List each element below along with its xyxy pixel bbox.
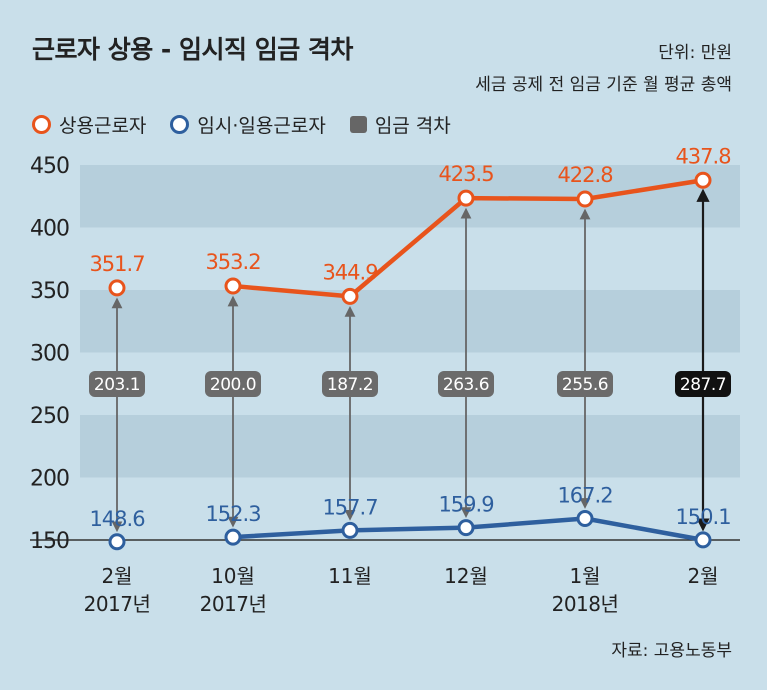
temporary-point: [694, 531, 712, 549]
regular-data-label: 353.2: [205, 250, 260, 274]
legend: 상용근로자 임시·일용근로자 임금 격차: [32, 111, 475, 138]
y-tick-label: 450: [30, 154, 69, 179]
gap-value-label: 200.0: [210, 375, 256, 395]
temporary-data-label: 150.1: [675, 505, 730, 529]
grid-band-1: [80, 290, 740, 353]
x-tick-label: 12월: [444, 564, 488, 588]
temporary-point: [341, 521, 359, 539]
blue-circle-icon: [170, 115, 190, 134]
gap-value-box: [438, 371, 494, 397]
regular-data-label: 344.9: [322, 260, 377, 284]
temporary-point: [108, 533, 126, 551]
gap-value-label: 287.7: [680, 375, 726, 395]
gap-value-label: 187.2: [327, 375, 373, 395]
legend-label-regular: 상용근로자: [59, 115, 147, 137]
regular-data-label: 423.5: [438, 162, 493, 186]
x-tick-label: 2월: [687, 564, 718, 588]
grid-band-0: [80, 165, 740, 228]
regular-data-label: 437.8: [675, 144, 730, 168]
legend-item-regular: 상용근로자: [32, 111, 146, 138]
legend-item-temporary: 임시·일용근로자: [170, 111, 326, 138]
gap-value-label: 255.6: [562, 375, 608, 395]
basis-note: 세금 공제 전 임금 기준 월 평균 총액: [475, 75, 732, 95]
temporary-point: [576, 510, 594, 527]
gap-value-box: [322, 371, 378, 397]
legend-label-temporary: 임시·일용근로자: [197, 115, 326, 137]
y-tick-label: 150: [30, 529, 69, 554]
gap-value-label: 203.1: [94, 375, 140, 395]
unit-label: 단위: 만원: [658, 43, 732, 63]
temporary-data-label: 167.2: [557, 484, 612, 508]
regular-point: [694, 171, 712, 189]
gap-value-box: [205, 371, 261, 397]
regular-point: [224, 277, 242, 295]
temporary-data-label: 148.6: [89, 507, 145, 531]
regular-point: [457, 189, 475, 207]
x-tick-year-label: 2017년: [84, 592, 151, 616]
source-note: 자료: 고용노동부: [611, 641, 732, 661]
y-tick-label: 200: [30, 467, 69, 492]
y-tick-label: 300: [30, 342, 69, 367]
regular-data-label: 422.8: [557, 163, 612, 187]
gray-square-icon: [349, 116, 367, 133]
temporary-point: [224, 528, 242, 546]
regular-data-label: 351.7: [89, 252, 144, 276]
gap-value-box: [557, 371, 613, 397]
legend-item-gap: 임금 격차: [349, 111, 451, 138]
regular-point: [341, 287, 359, 305]
gap-value-box: [89, 371, 145, 397]
regular-point: [108, 279, 126, 297]
x-tick-label: 11월: [328, 564, 372, 588]
chart-title: 근로자 상용 - 임시직 임금 격차: [32, 35, 353, 64]
temporary-data-label: 152.3: [205, 502, 260, 526]
y-tick-label: 250: [30, 404, 69, 429]
legend-label-gap: 임금 격차: [374, 115, 451, 137]
x-tick-label: 10월: [211, 564, 255, 588]
grid-band-2: [80, 415, 740, 478]
orange-circle-icon: [32, 115, 51, 134]
gap-value-label: 263.6: [443, 375, 489, 395]
y-tick-label: 350: [30, 279, 69, 304]
temporary-data-label: 157.7: [322, 495, 377, 519]
regular-point: [576, 190, 594, 208]
x-tick-year-label: 2018년: [552, 592, 619, 616]
temporary-point: [457, 519, 475, 537]
gap-value-box: [675, 371, 731, 397]
x-tick-year-label: 2017년: [200, 592, 267, 616]
x-tick-label: 1월: [569, 564, 600, 588]
y-tick-label: 400: [30, 217, 69, 242]
temporary-data-label: 159.9: [438, 493, 493, 517]
x-tick-label: 2월: [101, 564, 132, 588]
